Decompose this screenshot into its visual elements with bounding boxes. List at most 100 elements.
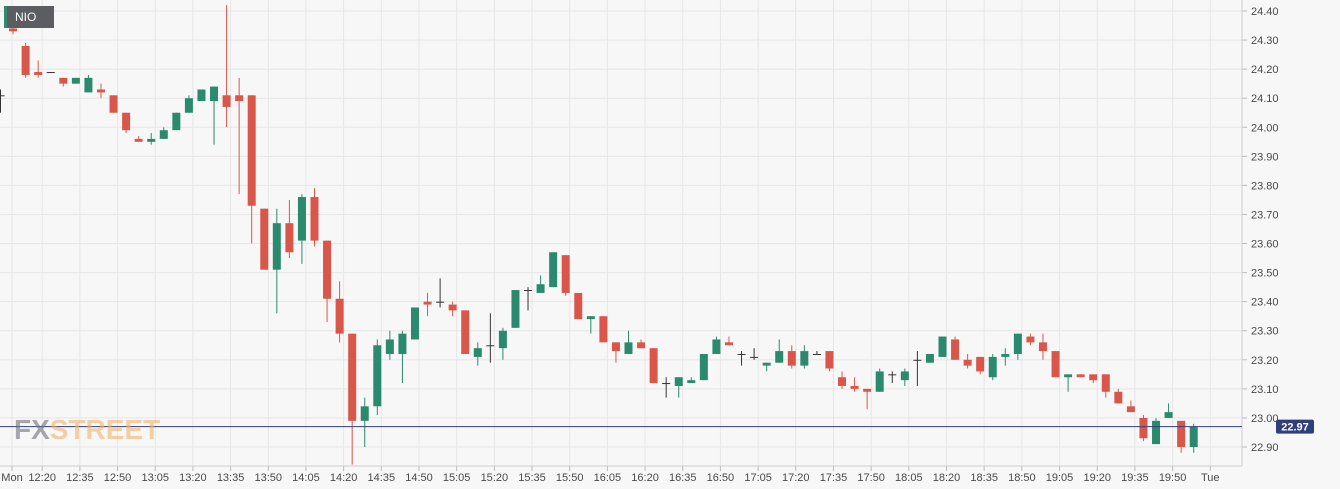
candle (385, 330, 394, 360)
candle-body (0, 95, 5, 97)
price-tick-label: 22.90 (1251, 442, 1279, 454)
candle (285, 199, 294, 259)
candle (586, 316, 595, 334)
candle (222, 5, 231, 128)
candle-body (323, 240, 332, 299)
candle (184, 95, 193, 113)
price-tick-label: 23.30 (1251, 326, 1279, 338)
price-tick-label: 23.20 (1251, 355, 1279, 367)
candle-body (1189, 426, 1198, 447)
price-tick-label: 23.60 (1251, 239, 1279, 251)
candle-body (511, 290, 520, 328)
candle-body (599, 316, 608, 343)
candle-body (285, 223, 294, 253)
candle-body (122, 112, 131, 131)
candle (863, 388, 872, 410)
candle (775, 339, 784, 363)
candle-body (988, 356, 997, 378)
candle-body (197, 89, 206, 102)
candle-body (486, 345, 495, 347)
candle (134, 135, 143, 142)
price-tick-label: 23.10 (1251, 384, 1279, 396)
candle (247, 95, 256, 244)
candle (976, 356, 985, 375)
candles (0, 5, 1198, 465)
candle (662, 377, 671, 398)
candle-body (1101, 374, 1110, 392)
candle (988, 353, 997, 381)
time-axis: Mon 12:20 12:35 12:50 13:05 13:20 13:35 13:50 14… (1, 466, 1220, 484)
time-tick-label: 19:20 (1083, 472, 1111, 484)
candle (235, 77, 244, 195)
candle-body (1139, 417, 1148, 439)
candle-body (1076, 374, 1085, 378)
candle-body (775, 351, 784, 363)
candle (1126, 400, 1135, 413)
watermark-part-street: STREET (49, 414, 161, 445)
candle-body (448, 304, 457, 311)
candle (624, 330, 633, 354)
candle (1152, 417, 1161, 445)
time-tick-label: 17:50 (857, 472, 885, 484)
candle-body (335, 298, 344, 334)
price-tick-label: 23.40 (1251, 297, 1279, 309)
candle (1114, 388, 1123, 404)
price-axis: 22.90 23.00 23.10 23.20 23.30 23.40 23.50 23.60… (1242, 6, 1279, 454)
candle (1164, 403, 1173, 418)
candle (260, 208, 269, 270)
candle-body (360, 406, 369, 421)
candle-body (787, 351, 796, 366)
candle-body (536, 284, 545, 293)
candle-body (84, 77, 93, 93)
candle (159, 127, 168, 139)
candle-body (1164, 412, 1173, 418)
candle-body (637, 342, 646, 349)
candle-body (1114, 391, 1123, 404)
candle (398, 330, 407, 384)
candle (812, 351, 821, 355)
time-tick-label: 15:35 (518, 472, 546, 484)
candle (59, 77, 68, 87)
candle (96, 83, 105, 99)
time-tick-label: 13:05 (141, 472, 169, 484)
candle-body (260, 208, 269, 270)
candle-body (574, 292, 583, 320)
candle-body (825, 351, 834, 369)
time-tick-label: 14:50 (405, 472, 433, 484)
candle (850, 377, 859, 392)
candle (109, 95, 118, 113)
candle-body (699, 353, 708, 381)
candle-body (812, 353, 821, 355)
candle-body (71, 77, 80, 84)
time-tick-label: 14:35 (368, 472, 396, 484)
candle (599, 316, 608, 343)
candle (486, 313, 495, 363)
candle-body (373, 345, 382, 407)
candle-body (159, 130, 168, 139)
fxstreet-watermark-logo: FXSTREET (14, 414, 160, 446)
candle-body (524, 290, 533, 292)
candle-body (586, 316, 595, 320)
candle (310, 188, 319, 247)
candle-body (624, 342, 633, 354)
time-tick-label: 19:50 (1159, 472, 1187, 484)
candle (963, 353, 972, 369)
time-tick-label: 16:35 (669, 472, 697, 484)
price-tick-label: 24.00 (1251, 122, 1279, 134)
candle-body (297, 197, 306, 241)
candle-body (184, 98, 193, 113)
time-tick-label: 16:20 (631, 472, 659, 484)
candle-body (1177, 420, 1186, 447)
time-tick-label: 13:50 (254, 472, 282, 484)
candle (71, 77, 80, 84)
candle (737, 351, 746, 366)
candle-body (737, 353, 746, 355)
candle-body (398, 333, 407, 354)
price-tick-label: 23.50 (1251, 268, 1279, 280)
candle-body (850, 385, 859, 389)
time-tick-label: 14:20 (330, 472, 358, 484)
candle (1089, 374, 1098, 384)
